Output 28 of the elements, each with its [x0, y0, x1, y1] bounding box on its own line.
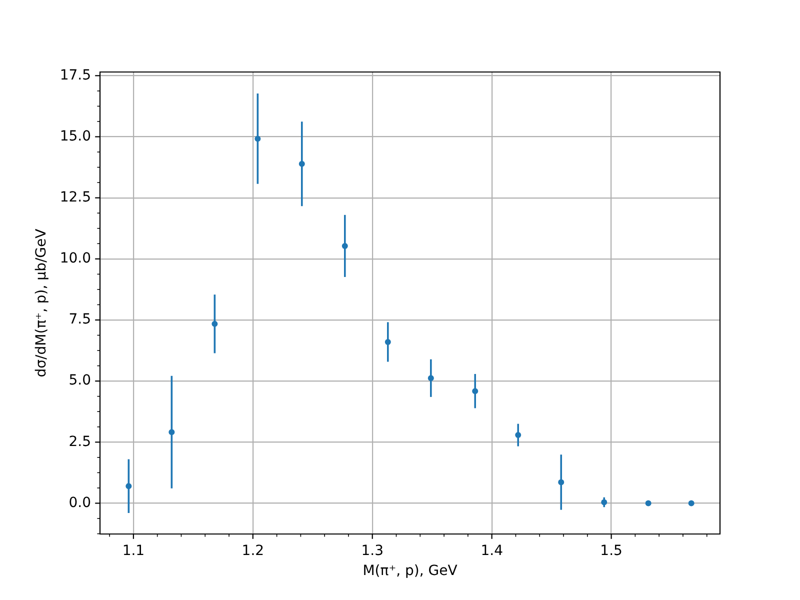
point [298, 160, 305, 167]
point [212, 320, 218, 327]
point [126, 483, 132, 490]
point [254, 136, 261, 142]
x-tick-label: 1.1 [122, 543, 145, 560]
y-tick-label: 5.0 [68, 372, 91, 389]
y-tick-label: 2.5 [68, 434, 91, 450]
y-axis-title: dσ/dM(π⁺, p), μb/GeV [34, 228, 50, 378]
x-tick-label: 1.5 [600, 543, 622, 560]
x-axis-title: M(π⁺, p), GeV [362, 563, 458, 580]
x-tick-label: 1.2 [242, 543, 264, 560]
point [688, 500, 694, 506]
y-tick-label: 7.5 [68, 312, 91, 328]
point [384, 338, 391, 345]
y-tick-label: 10.0 [60, 250, 91, 267]
point [515, 432, 522, 438]
point [472, 388, 478, 394]
y-tick-label: 17.5 [60, 67, 91, 84]
point [168, 429, 175, 436]
x-tick-label: 1.3 [361, 543, 384, 560]
y-tick-label: 12.5 [60, 189, 91, 206]
point [645, 500, 652, 506]
y-tick-label: 0.0 [68, 494, 91, 511]
point [428, 375, 434, 382]
point [558, 479, 564, 486]
y-tick-label: 15.0 [60, 128, 91, 144]
point [342, 242, 348, 249]
x-tick-label: 1.4 [480, 543, 504, 560]
